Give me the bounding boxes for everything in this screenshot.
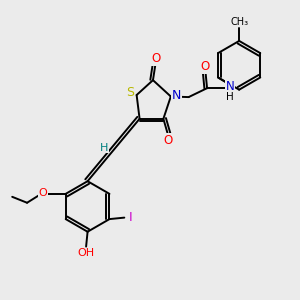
Text: O: O (151, 52, 160, 65)
Text: OH: OH (77, 248, 95, 258)
Text: N: N (226, 80, 235, 93)
Text: N: N (172, 88, 182, 101)
Text: H: H (100, 142, 108, 153)
Text: CH₃: CH₃ (230, 16, 248, 27)
Text: S: S (126, 86, 134, 99)
Text: H: H (226, 92, 234, 101)
Text: I: I (129, 211, 133, 224)
Text: O: O (38, 188, 47, 198)
Text: O: O (200, 60, 210, 73)
Text: O: O (164, 134, 173, 147)
